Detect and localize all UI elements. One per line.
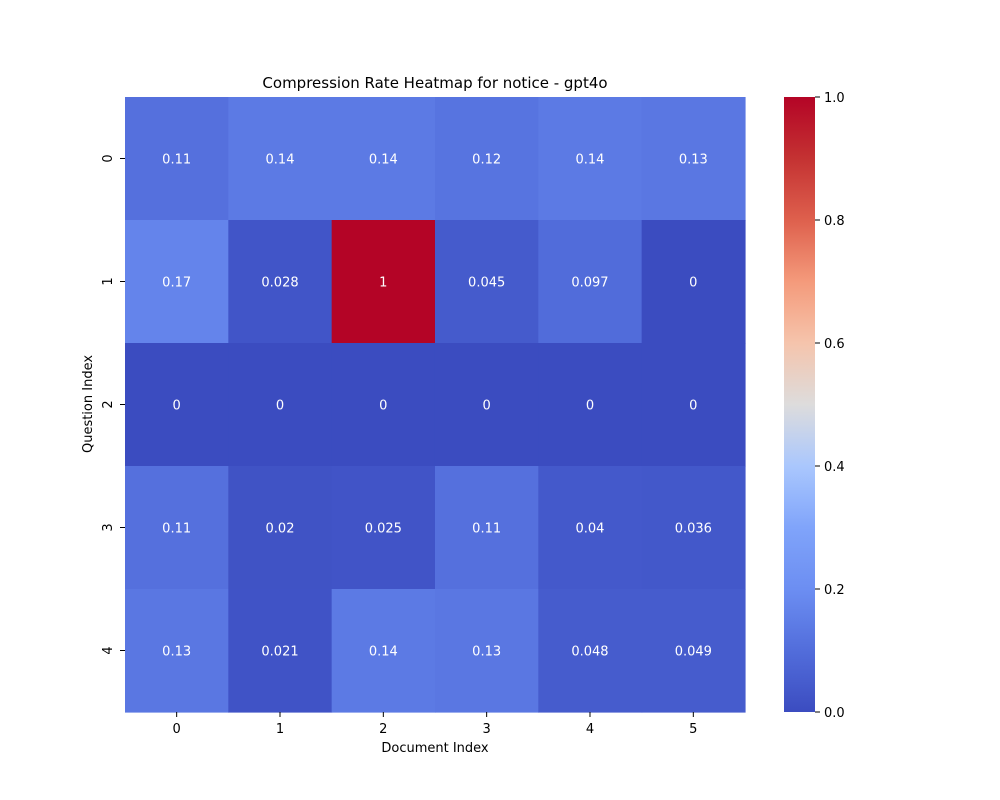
cell-annotation: 0 xyxy=(689,276,697,291)
cell-annotation: 0.028 xyxy=(261,276,298,291)
cell-annotation: 0.021 xyxy=(261,645,298,660)
colorbar-tick-label: 0.6 xyxy=(824,337,845,352)
cell-annotation: 0.045 xyxy=(468,276,505,291)
heatmap-cell xyxy=(538,589,643,713)
cell-annotation: 0.14 xyxy=(266,153,295,168)
colorbar-gradient xyxy=(784,97,815,712)
heatmap-cell xyxy=(434,589,539,713)
heatmap-cell xyxy=(641,466,746,590)
heatmap-cell xyxy=(331,97,436,221)
heatmap-cell xyxy=(125,97,229,221)
x-tick-label: 5 xyxy=(689,722,697,737)
cell-annotations: 0.11 0.14 0.14 0.12 0.14 0.13 0.17 0.028 1 0.045 0… xyxy=(162,153,712,660)
heatmap-cell xyxy=(538,343,643,467)
heatmap-cell xyxy=(125,343,229,467)
heatmap-cell xyxy=(228,589,333,713)
cell-annotation: 0 xyxy=(276,399,284,414)
cell-annotation: 0.17 xyxy=(162,276,191,291)
cell-annotation: 0.14 xyxy=(369,153,398,168)
heatmap-cell xyxy=(125,466,229,590)
cell-annotation: 0.11 xyxy=(472,522,501,537)
colorbar: 0.0 0.2 0.4 0.6 0.8 1.0 xyxy=(784,91,845,721)
y-tick-label: 3 xyxy=(101,523,116,531)
colorbar-tick-label: 1.0 xyxy=(824,91,845,106)
heatmap-cell xyxy=(641,97,746,221)
heatmap-cell xyxy=(331,466,436,590)
heatmap-cell xyxy=(125,220,229,344)
y-tick-label: 2 xyxy=(101,400,116,408)
heatmap-cell xyxy=(434,97,539,221)
heatmap-cell xyxy=(331,589,436,713)
heatmap-cell xyxy=(228,97,333,221)
cell-annotation: 0.097 xyxy=(571,276,608,291)
heatmap-cell xyxy=(434,466,539,590)
x-tick-label: 0 xyxy=(173,722,181,737)
x-tick-label: 3 xyxy=(483,722,491,737)
heatmap-cell xyxy=(538,97,643,221)
cell-annotation: 0.04 xyxy=(576,522,605,537)
heatmap-cell xyxy=(125,589,229,713)
colorbar-tick-label: 0.4 xyxy=(824,460,845,475)
heatmap-cell xyxy=(228,343,333,467)
colorbar-ticks: 0.0 0.2 0.4 0.6 0.8 1.0 xyxy=(815,91,845,721)
cell-annotation: 0.02 xyxy=(266,522,295,537)
y-tick-label: 0 xyxy=(101,154,116,162)
heatmap-cell xyxy=(641,220,746,344)
heatmap-cell xyxy=(538,220,643,344)
cell-annotation: 0.036 xyxy=(675,522,712,537)
cell-annotation: 0 xyxy=(689,399,697,414)
x-tick-label: 1 xyxy=(276,722,284,737)
x-axis-label: Document Index xyxy=(381,741,489,756)
cell-annotation: 0.14 xyxy=(369,645,398,660)
heatmap-cell xyxy=(538,466,643,590)
heatmap-cell xyxy=(641,589,746,713)
heatmap-cell xyxy=(434,220,539,344)
cell-annotation: 0.13 xyxy=(679,153,708,168)
cell-annotation: 0 xyxy=(379,399,387,414)
y-tick-label: 4 xyxy=(101,646,116,654)
heatmap-cell xyxy=(331,343,436,467)
heatmap-cells xyxy=(125,97,746,713)
x-axis: 0 1 2 3 4 5 xyxy=(173,712,697,737)
chart-title: Compression Rate Heatmap for notice - gp… xyxy=(262,74,607,92)
heatmap-cell xyxy=(228,466,333,590)
cell-annotation: 0 xyxy=(483,399,491,414)
cell-annotation: 0.11 xyxy=(162,522,191,537)
colorbar-tick-label: 0.0 xyxy=(824,706,845,721)
cell-annotation: 0.12 xyxy=(472,153,501,168)
cell-annotation: 0 xyxy=(173,399,181,414)
cell-annotation: 1 xyxy=(379,276,387,291)
cell-annotation: 0.048 xyxy=(571,645,608,660)
cell-annotation: 0.11 xyxy=(162,153,191,168)
y-tick-label: 1 xyxy=(101,277,116,285)
cell-annotation: 0.025 xyxy=(365,522,402,537)
heatmap-cell xyxy=(434,343,539,467)
cell-annotation: 0.13 xyxy=(162,645,191,660)
heatmap-cell xyxy=(641,343,746,467)
x-tick-label: 2 xyxy=(379,722,387,737)
cell-annotation: 0.14 xyxy=(576,153,605,168)
heatmap-cell xyxy=(228,220,333,344)
colorbar-tick-label: 0.8 xyxy=(824,214,845,229)
cell-annotation: 0.13 xyxy=(472,645,501,660)
heatmap-cell xyxy=(331,220,436,344)
y-axis: 0 1 2 3 4 xyxy=(101,154,125,655)
cell-annotation: 0 xyxy=(586,399,594,414)
x-tick-label: 4 xyxy=(586,722,594,737)
colorbar-tick-label: 0.2 xyxy=(824,583,845,598)
y-axis-label: Question Index xyxy=(81,355,96,453)
cell-annotation: 0.049 xyxy=(675,645,712,660)
